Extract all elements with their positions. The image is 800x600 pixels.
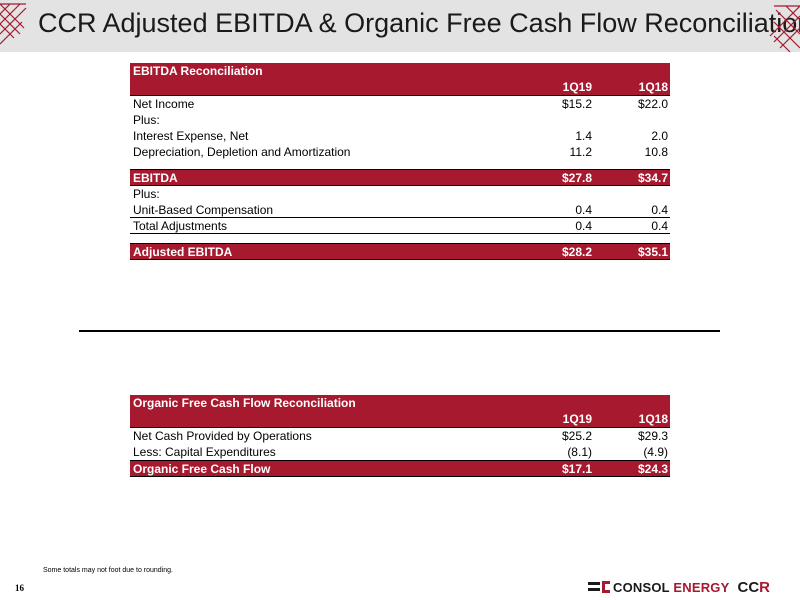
table-row: Interest Expense, Net 1.4 2.0	[133, 129, 668, 143]
logo-text-energy: ENERGY	[673, 579, 730, 595]
corner-pattern-right	[769, 5, 800, 52]
ebitda-table-title: EBITDA Reconciliation	[133, 64, 263, 78]
section-divider	[79, 330, 720, 332]
consol-logo-icon	[588, 581, 610, 593]
table-row: Plus:	[133, 187, 160, 201]
table-row: Total Adjustments 0.4 0.4	[130, 218, 670, 234]
col-header-1q18: 1Q18	[638, 80, 668, 94]
table-row: Plus:	[133, 113, 160, 127]
ccr-logo-r: R	[759, 578, 771, 596]
logo-text-consol: CONSOL	[613, 579, 670, 595]
organic-fcf-total-row: Organic Free Cash Flow $17.1 $24.3	[130, 460, 670, 477]
corner-pattern-left	[0, 3, 27, 45]
table-row: Net Income $15.2 $22.0	[133, 97, 668, 111]
ccr-logo: CCR	[738, 579, 771, 596]
table-row: Unit-Based Compensation 0.4 0.4	[130, 202, 670, 218]
col-header-1q19: 1Q19	[562, 80, 592, 94]
col-header-1q19: 1Q19	[562, 412, 592, 426]
page-number: 16	[15, 583, 24, 593]
adjusted-ebitda-row: Adjusted EBITDA $28.2 $35.1	[130, 243, 670, 260]
fcf-table-title: Organic Free Cash Flow Reconciliation	[133, 396, 356, 410]
fcf-table-header: Organic Free Cash Flow Reconciliation 1Q…	[130, 395, 670, 428]
page-title: CCR Adjusted EBITDA & Organic Free Cash …	[38, 8, 800, 38]
title-bar: CCR Adjusted EBITDA & Organic Free Cash …	[0, 0, 800, 52]
ebitda-total-row: EBITDA $27.8 $34.7	[130, 169, 670, 186]
col-header-1q18: 1Q18	[638, 412, 668, 426]
ebitda-table-header: EBITDA Reconciliation 1Q19 1Q18	[130, 63, 670, 96]
ebitda-reconciliation-table: EBITDA Reconciliation 1Q19 1Q18 Net Inco…	[130, 63, 670, 260]
table-row: Depreciation, Depletion and Amortization…	[133, 145, 668, 159]
rounding-footnote: Some totals may not foot due to rounding…	[43, 567, 173, 574]
ccr-logo-text: CC	[737, 578, 760, 596]
table-row: Less: Capital Expenditures (8.1) (4.9)	[133, 445, 668, 459]
organic-fcf-reconciliation-table: Organic Free Cash Flow Reconciliation 1Q…	[130, 395, 670, 477]
consol-energy-logo: CONSOL ENERGY CCR	[588, 577, 770, 597]
table-row: Net Cash Provided by Operations $25.2 $2…	[133, 429, 668, 443]
